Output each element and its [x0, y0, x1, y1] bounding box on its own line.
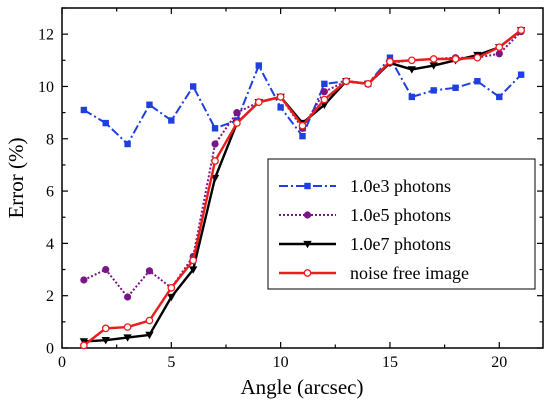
series-layer — [79, 26, 526, 350]
legend-label: noise free image — [350, 263, 469, 283]
y-axis-title: Error (%) — [4, 137, 28, 218]
data-point — [407, 56, 416, 65]
data-point — [211, 125, 219, 132]
data-point — [168, 117, 175, 124]
data-point — [80, 106, 88, 114]
data-point — [320, 88, 328, 96]
data-point — [496, 93, 503, 101]
legend-box — [267, 158, 536, 290]
data-point — [451, 55, 460, 63]
data-point — [254, 98, 263, 107]
data-point — [123, 323, 132, 331]
data-point — [430, 87, 437, 94]
data-point — [211, 140, 219, 148]
data-point — [80, 341, 88, 350]
legend-marker — [303, 269, 312, 277]
x-axis-title: Angle (arcsec) — [240, 375, 363, 399]
data-point — [255, 62, 262, 69]
legend-label: 1.0e7 photons — [350, 234, 451, 254]
data-point — [102, 265, 110, 274]
y-tick-label: 4 — [46, 236, 54, 253]
data-point — [210, 174, 220, 183]
data-point — [188, 266, 198, 274]
data-point — [473, 53, 482, 62]
x-tick-label: 10 — [273, 354, 289, 371]
y-tick-label: 12 — [38, 27, 54, 44]
data-point — [276, 93, 285, 101]
data-point — [102, 119, 109, 127]
legend-marker — [304, 182, 311, 190]
y-tick-label: 2 — [46, 288, 54, 305]
data-point — [517, 71, 525, 78]
legend-marker — [303, 240, 312, 249]
data-point — [321, 80, 328, 88]
data-point — [342, 77, 351, 86]
data-point — [233, 109, 241, 117]
plot-frame — [61, 7, 544, 349]
data-point — [233, 119, 241, 127]
data-point — [517, 26, 525, 35]
x-tick-label: 0 — [58, 354, 66, 371]
legend-entry-1: 1.0e3 photons — [279, 176, 451, 196]
x-tick-label: 15 — [382, 354, 398, 371]
y-tick-label: 8 — [46, 131, 54, 148]
data-point — [407, 66, 417, 74]
legend-marker — [303, 211, 312, 219]
axis-ticks — [61, 7, 543, 349]
data-point — [474, 78, 481, 85]
legend-label: 1.0e3 photons — [350, 176, 451, 196]
data-point — [495, 50, 503, 58]
series-1 — [80, 54, 525, 148]
data-point — [298, 121, 307, 130]
data-point — [320, 95, 329, 104]
data-point — [146, 101, 153, 108]
data-point — [123, 293, 132, 301]
data-point — [101, 324, 110, 333]
data-point — [124, 140, 131, 148]
data-point — [123, 334, 132, 342]
data-point — [386, 57, 394, 66]
x-tick-label: 20 — [491, 354, 507, 371]
data-point — [167, 283, 176, 292]
tick-labels: 0 5 10 15 20 0 2 4 6 8 10 12 — [38, 27, 507, 371]
data-point — [167, 293, 176, 302]
data-point — [145, 316, 154, 325]
y-tick-label: 0 — [46, 341, 54, 358]
plot-area — [61, 7, 544, 350]
data-point — [189, 83, 197, 90]
data-point — [452, 84, 459, 91]
legend-entry-3: 1.0e7 photons — [279, 234, 451, 254]
y-tick-label: 10 — [38, 79, 54, 96]
y-tick-label: 6 — [46, 184, 54, 201]
x-tick-label: 5 — [167, 354, 175, 371]
legend-entry-4: noise free image — [279, 263, 469, 283]
data-point — [386, 54, 394, 61]
legend: 1.0e3 photons 1.0e5 photons 1.0e7 photons n… — [267, 158, 536, 290]
series-4 — [80, 26, 525, 350]
data-point — [189, 256, 198, 265]
data-point — [80, 276, 88, 284]
data-point — [145, 331, 154, 340]
data-point — [495, 43, 504, 52]
legend-entry-2: 1.0e5 photons — [279, 205, 451, 225]
data-point — [101, 337, 110, 345]
legend-label: 1.0e5 photons — [350, 205, 451, 225]
data-point — [429, 62, 438, 70]
data-point — [145, 267, 154, 275]
data-point — [299, 132, 306, 140]
data-point — [211, 157, 219, 165]
data-point — [429, 55, 438, 63]
data-point — [364, 79, 372, 88]
data-point — [277, 104, 284, 111]
data-point — [408, 93, 416, 101]
